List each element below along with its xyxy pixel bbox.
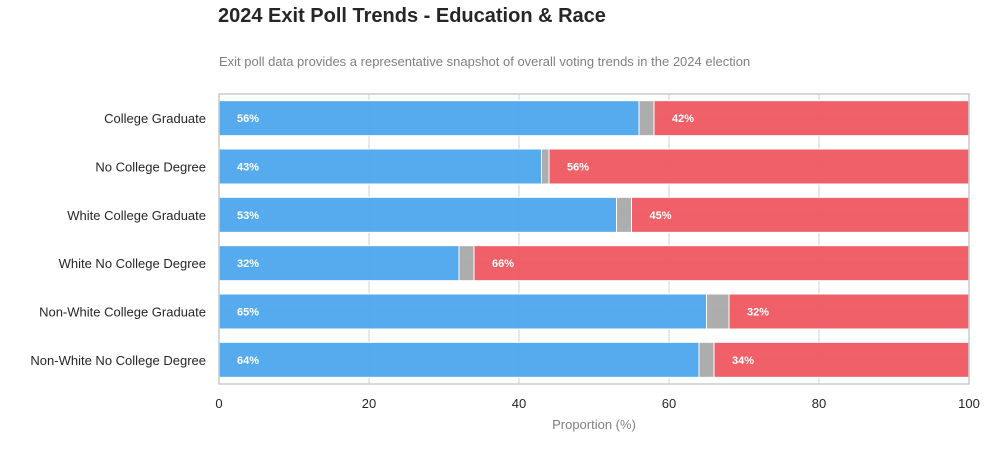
bar-2-series-1: [616, 196, 632, 233]
bar-3-series-2: [473, 245, 970, 282]
data-label-4-series-0: 65%: [237, 307, 259, 319]
bar-3-series-0: [218, 245, 460, 282]
data-label-3-series-2: 66%: [492, 258, 514, 270]
y-tick-label-2: White College Graduate: [67, 208, 206, 223]
bar-4-series-1: [706, 293, 730, 330]
bar-5-series-0: [218, 341, 700, 378]
y-tick-label-3: White No College Degree: [59, 256, 206, 271]
x-tick-label-5: 100: [958, 396, 980, 411]
chart-title: 2024 Exit Poll Trends - Education & Race: [218, 5, 606, 27]
data-label-5-series-0: 64%: [237, 355, 259, 367]
y-tick-label-0: College Graduate: [104, 111, 206, 126]
bar-5-series-2: [713, 341, 970, 378]
chart-subtitle: Exit poll data provides a representative…: [219, 54, 751, 69]
x-axis-label: Proportion (%): [552, 417, 636, 432]
data-label-1-series-0: 43%: [237, 162, 259, 174]
bar-0-series-1: [638, 100, 655, 137]
bar-0-series-2: [653, 100, 970, 137]
plot-frame: [218, 93, 970, 385]
bar-5-series-1: [698, 341, 715, 378]
x-tick-label-0: 0: [215, 396, 222, 411]
data-label-0-series-2: 42%: [672, 113, 694, 125]
bar-1-series-0: [218, 148, 542, 185]
data-label-2-series-0: 53%: [237, 210, 259, 222]
y-tick-label-5: Non-White No College Degree: [30, 353, 206, 368]
bar-1-series-2: [548, 148, 970, 185]
y-tick-label-1: No College Degree: [95, 160, 206, 175]
bar-3-series-1: [458, 245, 475, 282]
y-tick-label-4: Non-White College Graduate: [39, 305, 206, 320]
bar-2-series-0: [218, 196, 617, 233]
x-tick-label-3: 60: [662, 396, 676, 411]
data-label-1-series-2: 56%: [567, 162, 589, 174]
x-tick-label-4: 80: [812, 396, 826, 411]
bar-0-series-0: [218, 100, 640, 137]
data-label-2-series-2: 45%: [650, 210, 672, 222]
x-tick-label-2: 40: [512, 396, 526, 411]
bar-1-series-1: [541, 148, 550, 185]
x-tick-label-1: 20: [362, 396, 376, 411]
bar-2-series-2: [631, 196, 970, 233]
data-label-5-series-2: 34%: [732, 355, 754, 367]
data-label-3-series-0: 32%: [237, 258, 259, 270]
data-label-0-series-0: 56%: [237, 113, 259, 125]
bar-4-series-0: [218, 293, 707, 330]
data-label-4-series-2: 32%: [747, 307, 769, 319]
